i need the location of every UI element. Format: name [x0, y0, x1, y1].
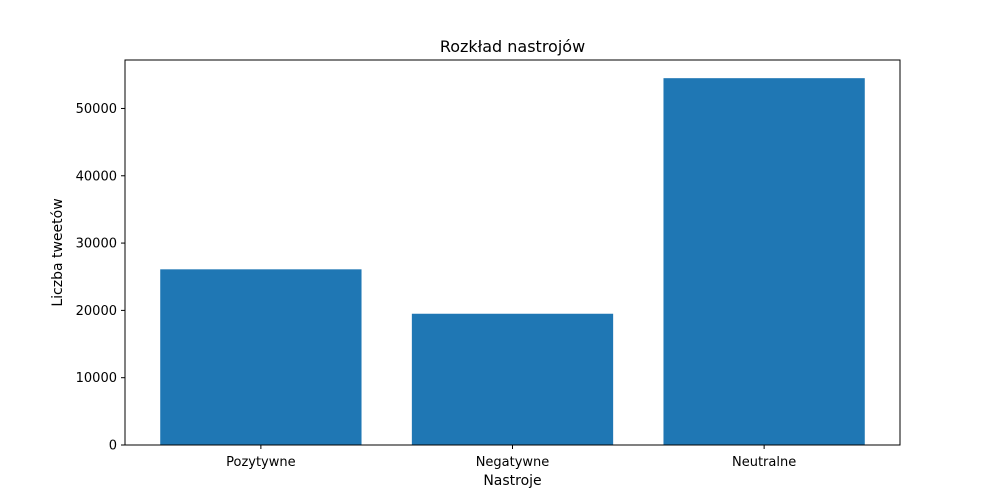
x-tick-label: Neutralne: [732, 455, 796, 470]
y-tick-label: 30000: [76, 237, 117, 252]
x-axis: Pozytywne Negatywne Neutralne: [226, 445, 796, 470]
x-tick-label: Negatywne: [476, 455, 550, 470]
x-tick-label: Pozytywne: [226, 455, 296, 470]
bar-negatywne: [411, 313, 614, 445]
bar-neutralne: [663, 78, 865, 445]
y-axis: 0 10000 20000 30000 40000 50000: [76, 102, 125, 454]
y-tick-label: 40000: [76, 169, 117, 184]
x-axis-label: Nastroje: [483, 473, 541, 489]
y-tick-label: 0: [109, 439, 117, 454]
chart-title: Rozkład nastrojów: [440, 37, 585, 56]
plot-frame: [124, 59, 901, 446]
bars-group: [160, 78, 865, 445]
y-tick-label: 10000: [76, 371, 117, 386]
y-tick-label: 50000: [76, 102, 117, 117]
y-tick-label: 20000: [76, 304, 117, 319]
y-axis-label: Liczba tweetów: [50, 198, 66, 306]
bar-pozytywne: [160, 269, 362, 445]
